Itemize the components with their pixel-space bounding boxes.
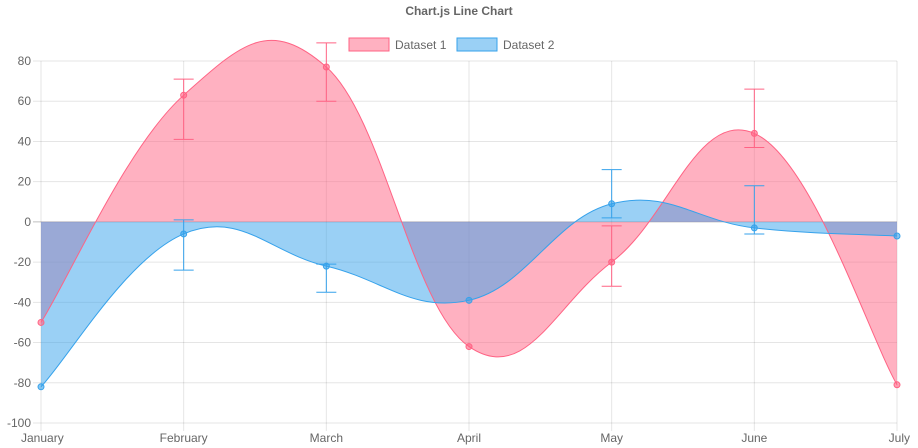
series-2-area [41, 200, 897, 387]
series-2-point [322, 262, 330, 270]
series-1-point [465, 343, 473, 351]
y-tick-label: -20 [14, 255, 32, 269]
y-tick-label: -40 [14, 295, 32, 309]
series-1-point [750, 129, 758, 137]
series-2-point [37, 383, 45, 391]
x-tick-label: April [457, 431, 481, 445]
legend-swatch-1 [348, 37, 390, 52]
legend-label-2: Dataset 2 [503, 38, 555, 52]
series-2-point [465, 296, 473, 304]
series-1-point [180, 91, 188, 99]
x-tick-label: July [889, 431, 910, 445]
series-2-line [40, 199, 898, 388]
x-tick-label: June [741, 431, 767, 445]
series-1-point [322, 63, 330, 71]
area-layer [41, 40, 897, 387]
point-layer [37, 63, 901, 391]
y-tick-label: 40 [18, 134, 32, 148]
series-1-point [608, 258, 616, 266]
series-1-point [893, 381, 901, 389]
y-tick-label: -80 [14, 376, 32, 390]
chart-title: Chart.js Line Chart [405, 4, 513, 18]
legend: Dataset 1 Dataset 2 [348, 37, 555, 52]
y-tick-label: -100 [7, 416, 31, 430]
y-tick-label: 20 [18, 175, 32, 189]
legend-label-1: Dataset 1 [395, 38, 447, 52]
x-tick-label: January [21, 431, 64, 445]
y-tick-label: 80 [18, 54, 32, 68]
x-tick-label: May [600, 431, 623, 445]
x-tick-label: March [310, 431, 343, 445]
series-1-point [37, 318, 45, 326]
series-2-point [180, 230, 188, 238]
legend-swatch-2 [456, 37, 498, 52]
series-2-point [893, 232, 901, 240]
series-2-point [608, 200, 616, 208]
y-tick-label: -60 [14, 336, 32, 350]
series-2-point [750, 224, 758, 232]
x-tick-label: February [160, 431, 208, 445]
y-tick-label: 60 [18, 94, 32, 108]
series-1-area [41, 40, 897, 385]
y-tick-label: 0 [24, 215, 31, 229]
